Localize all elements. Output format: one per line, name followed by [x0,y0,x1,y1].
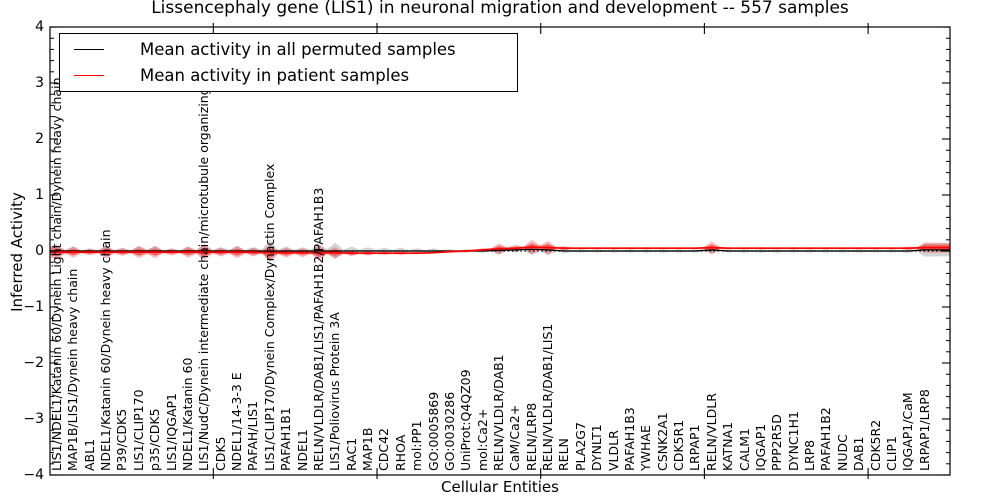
legend: Mean activity in all permuted samples Me… [59,33,518,92]
legend-label-permuted: Mean activity in all permuted samples [140,39,456,59]
x-axis-title: Cellular Entities [441,478,559,496]
y-tick-label: −1 [23,299,44,315]
patient-mean-line [50,246,950,255]
y-tick-label: −3 [23,411,44,427]
patient-line-sample [74,75,104,77]
legend-label-patient: Mean activity in patient samples [140,66,410,86]
y-axis-title: Inferred Activity [8,192,26,312]
y-tick-label: −4 [23,467,44,483]
legend-row-permuted: Mean activity in all permuted samples [60,36,517,62]
y-tick-label: 2 [35,131,44,147]
chart-title: Lissencephaly gene (LIS1) in neuronal mi… [151,0,849,18]
permuted-line-sample [74,48,104,50]
y-tick-label: 4 [35,19,44,35]
y-tick-label: 1 [35,187,44,203]
y-tick-label: 3 [35,75,44,91]
legend-row-patient: Mean activity in patient samples [60,63,517,89]
y-tick-label: −2 [23,355,44,371]
permuted-mean-line [50,248,950,252]
y-tick-label: 0 [35,243,44,259]
